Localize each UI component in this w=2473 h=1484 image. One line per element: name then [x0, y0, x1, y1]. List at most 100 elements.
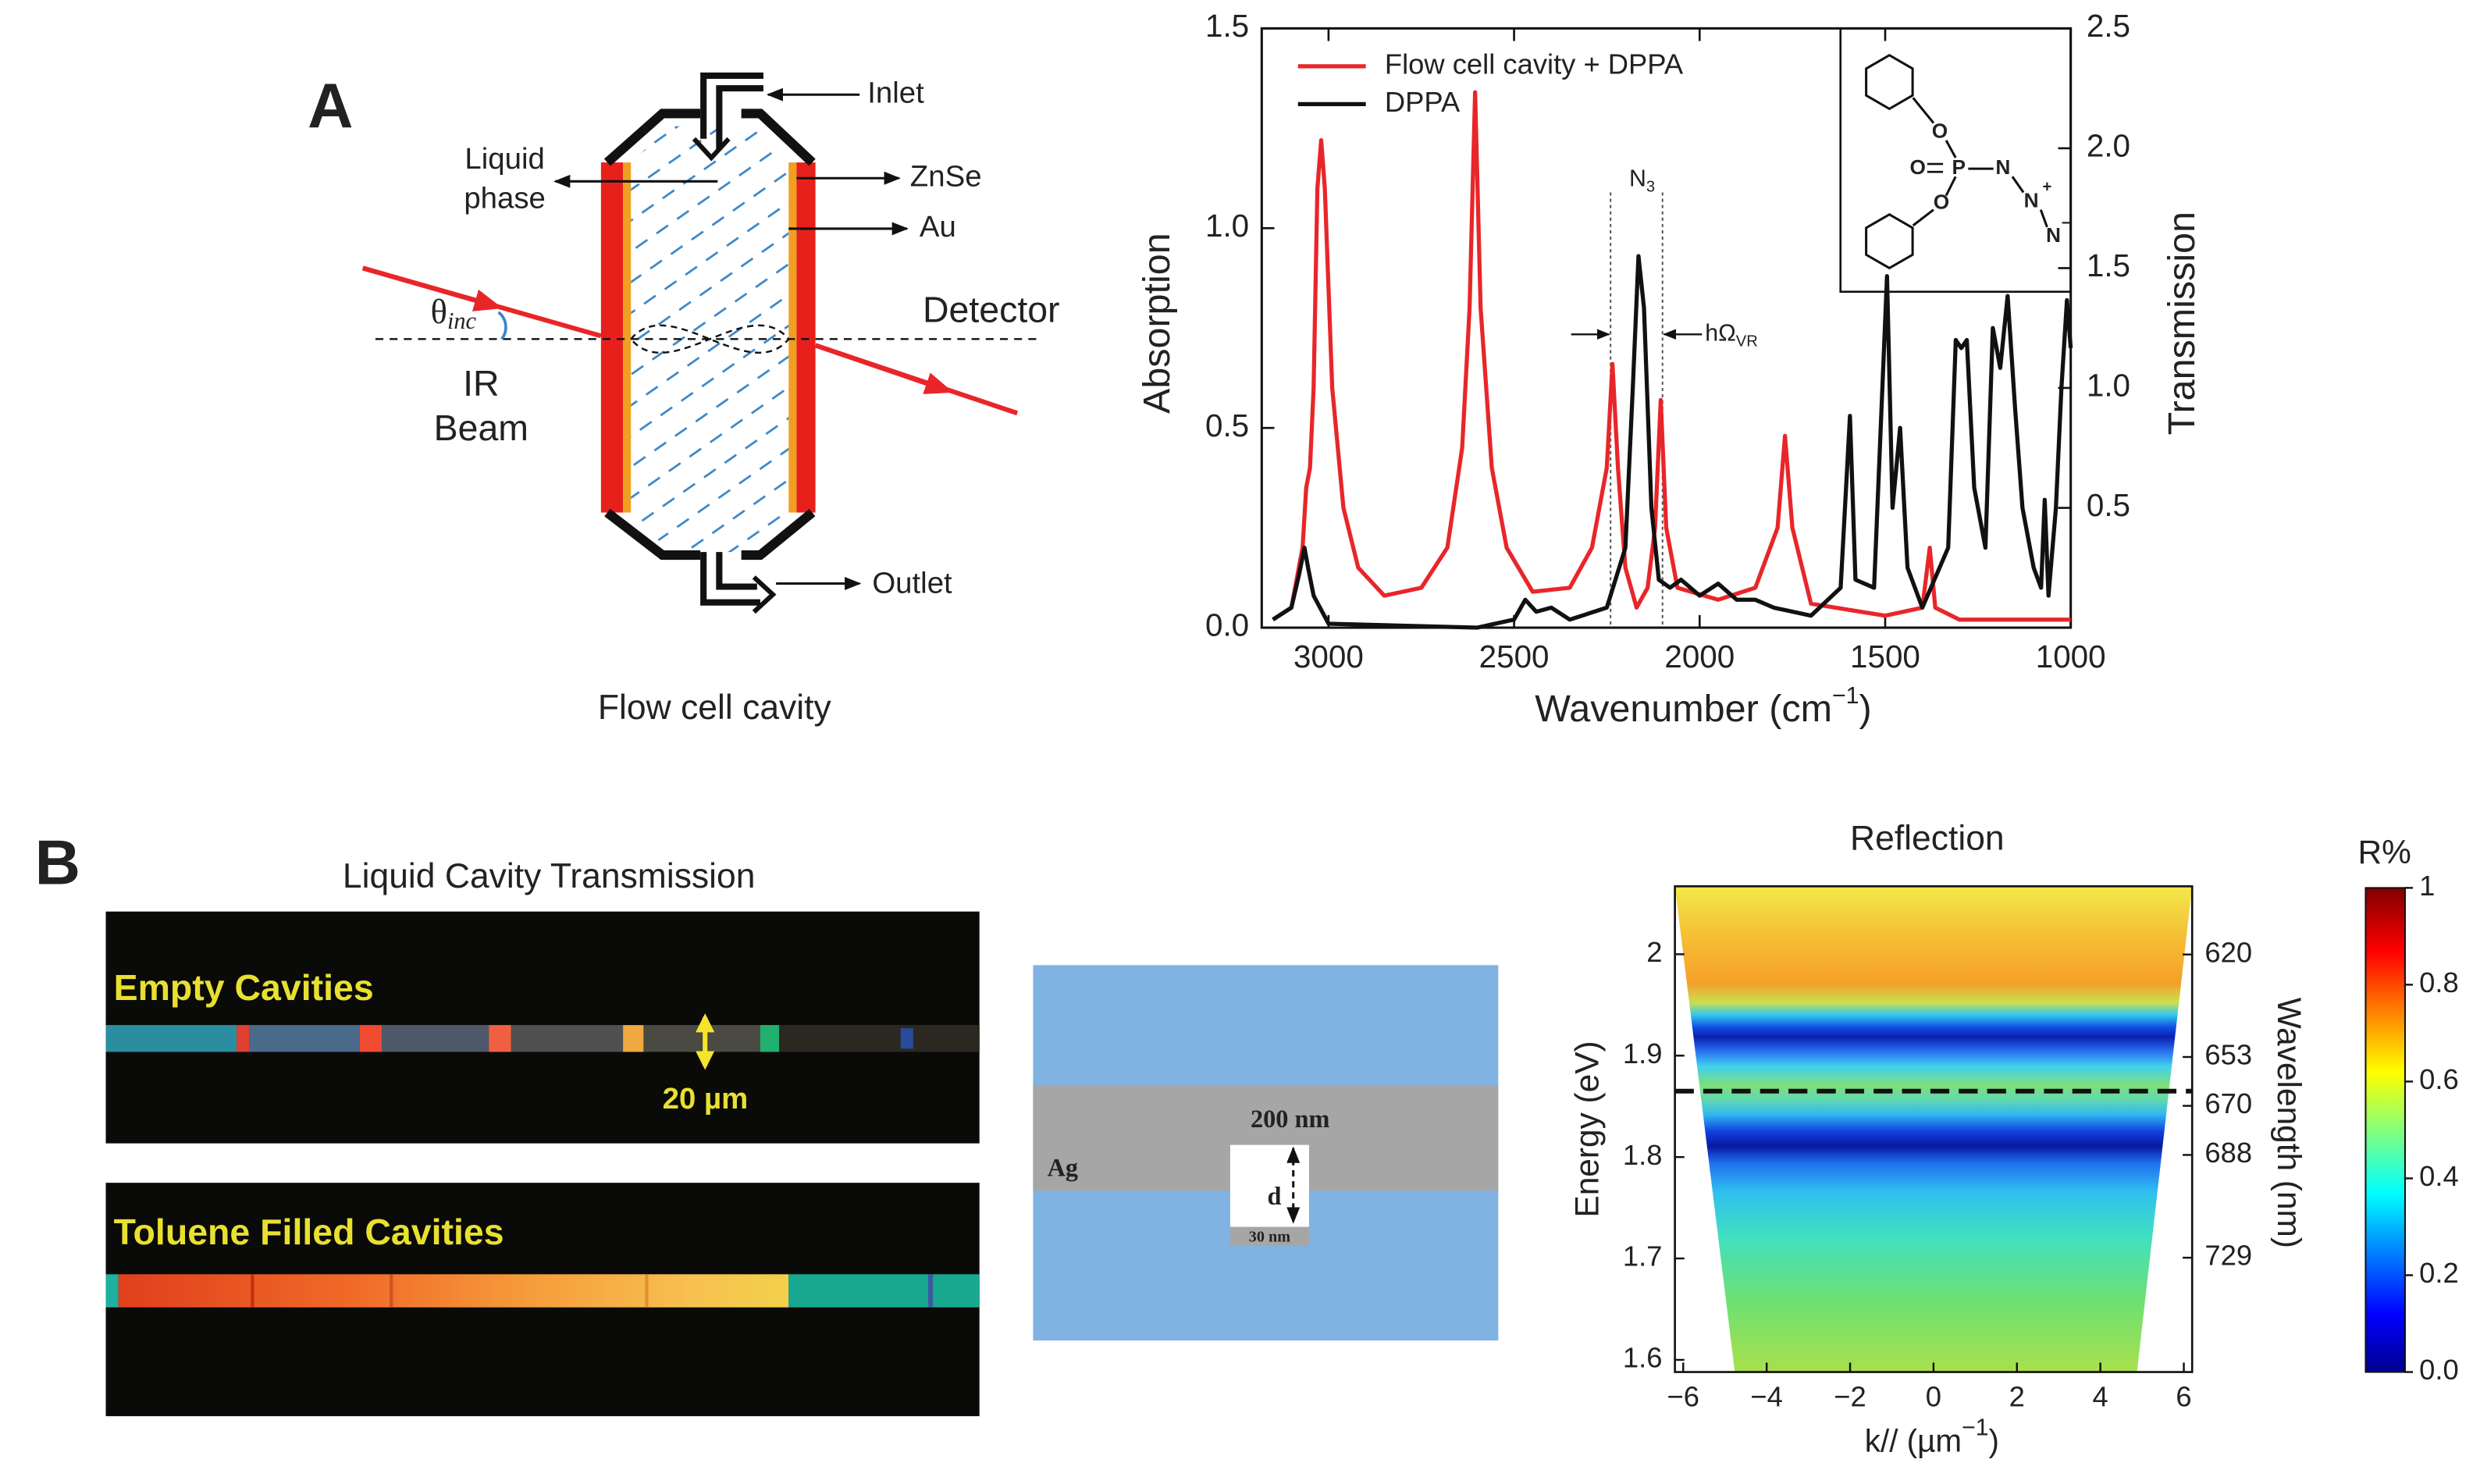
label: IR [463, 363, 499, 404]
bond [2039, 209, 2048, 228]
label: ZnSe [910, 159, 982, 193]
atom-label: O [1910, 155, 1926, 179]
axis-label: ) [1989, 1422, 1999, 1458]
annotation: hΩVR [1705, 320, 1758, 350]
axis-label: Wavenumber (cm−1) [1535, 683, 1871, 730]
axis-label: Wavelength (nm) [2271, 998, 2308, 1248]
axis-label: −1 [1962, 1415, 1989, 1440]
legend-label: Flow cell cavity + DPPA [1385, 48, 1684, 80]
x-tick-label: 2 [2009, 1381, 2025, 1413]
x-tick-label: 4 [2093, 1381, 2108, 1413]
flow-cell [361, 72, 1041, 614]
colorbar-tick-label: 0.6 [2419, 1063, 2459, 1095]
series-line [1272, 254, 2073, 630]
y2-tick-label: 2.0 [2087, 128, 2130, 164]
label: Liquid [464, 142, 544, 176]
y2-tick-label: 0.5 [2087, 487, 2130, 523]
annotation: N3 [1629, 165, 1655, 195]
label: Au [920, 210, 956, 244]
axis-label: Energy (eV) [1569, 1041, 1606, 1217]
annotation: 3 [1646, 179, 1655, 196]
bond [1912, 97, 1935, 124]
atom-label: O [1932, 119, 1948, 143]
atom-label: N [2024, 189, 2039, 212]
annotation: N [1629, 165, 1646, 191]
y-tick-label: 0.5 [1205, 407, 1249, 443]
atom-label: P [1952, 155, 1966, 179]
y2-tick-label: 620 [2204, 936, 2252, 968]
colorbar-tick-label: 0.0 [2419, 1354, 2459, 1386]
atom-label: O [1934, 190, 1949, 214]
atom-label: N [2046, 223, 2061, 247]
bond [1945, 176, 1957, 197]
y-tick-label: 1.0 [1205, 208, 1249, 244]
y2-tick-label: 653 [2204, 1039, 2252, 1071]
y-tick-label: 1.7 [1623, 1240, 1663, 1272]
axis-label: k// (µm−1) [1865, 1415, 1999, 1458]
x-tick-label: 0 [1926, 1381, 1941, 1413]
x-tick-label: −6 [1667, 1381, 1699, 1413]
series-line [1272, 90, 2071, 622]
x-tick-label: 6 [2176, 1381, 2191, 1413]
label: Inlet [867, 76, 924, 109]
label: phase [464, 182, 546, 215]
atom-label: N [1995, 155, 2010, 179]
atom-label: + [2042, 179, 2051, 196]
label: d [1267, 1182, 1281, 1210]
bond [2011, 176, 2025, 194]
x-tick-label: −4 [1750, 1381, 1782, 1413]
label: inc [447, 308, 477, 334]
colorbar-title: R% [2358, 834, 2411, 870]
x-tick-label: −2 [1834, 1381, 1866, 1413]
colorbar [2364, 887, 2406, 1373]
label: 30 nm [1249, 1228, 1290, 1245]
cavity-schematic [1033, 965, 1499, 1341]
x-tick-label: 2000 [1664, 639, 1735, 674]
panel-title: Liquid Cavity Transmission [343, 857, 756, 895]
image-label: Empty Cavities [114, 967, 374, 1008]
x-tick-label: 2500 [1479, 639, 1550, 674]
y-tick-label: 1.5 [1205, 8, 1249, 44]
atom-label: − [2062, 215, 2071, 232]
reflection-map [1674, 886, 2193, 1372]
label: Ag [1048, 1153, 1079, 1181]
benzene-ring [1865, 53, 1914, 111]
panel-label: A [308, 71, 353, 141]
annotation: VR [1736, 333, 1758, 351]
bond [1945, 140, 1957, 158]
axis-label: k// (µm [1865, 1422, 1962, 1458]
label: Beam [434, 407, 528, 448]
y2-tick-label: 1.5 [2087, 247, 2130, 283]
y-tick-label: 1.6 [1623, 1342, 1663, 1374]
benzene-ring [1865, 212, 1914, 270]
micrograph [105, 911, 980, 1417]
axis-label: ) [1859, 688, 1872, 730]
panel-label: B [35, 827, 80, 898]
label: θ [431, 292, 447, 331]
colorbar-tick-label: 0.4 [2419, 1160, 2459, 1192]
image-label: Toluene Filled Cavities [114, 1212, 504, 1252]
label: Detector [923, 289, 1060, 329]
y-tick-label: 2 [1646, 936, 1662, 968]
y-tick-label: 1.9 [1623, 1037, 1663, 1069]
legend-label: DPPA [1385, 86, 1461, 118]
y-tick-label: 0.0 [1205, 607, 1249, 643]
y2-tick-label: 1.0 [2087, 368, 2130, 404]
reflection-map: −6 −4 −2 0 2 4 6 1.6 1.7 1.8 1.9 2 620 653 670 688 729 Re… [1569, 819, 2459, 1458]
colorbar-tick-label: 0.2 [2419, 1257, 2459, 1289]
y-tick-label: 1.8 [1623, 1139, 1663, 1171]
x-tick-label: 1000 [2036, 639, 2106, 674]
bond [1912, 208, 1934, 227]
y2-tick-label: 729 [2204, 1240, 2252, 1272]
axis-label: Wavenumber (cm [1535, 688, 1832, 730]
y2-tick-label: 670 [2204, 1087, 2252, 1119]
chart-title: Reflection [1850, 819, 2005, 857]
colorbar-tick-label: 1 [2419, 870, 2435, 902]
axis-label: Transmission [2161, 212, 2203, 435]
scale-label: 20 µm [663, 1082, 749, 1116]
label: Outlet [872, 567, 952, 600]
y2-tick-label: 688 [2204, 1137, 2252, 1169]
label: θinc [431, 292, 477, 334]
